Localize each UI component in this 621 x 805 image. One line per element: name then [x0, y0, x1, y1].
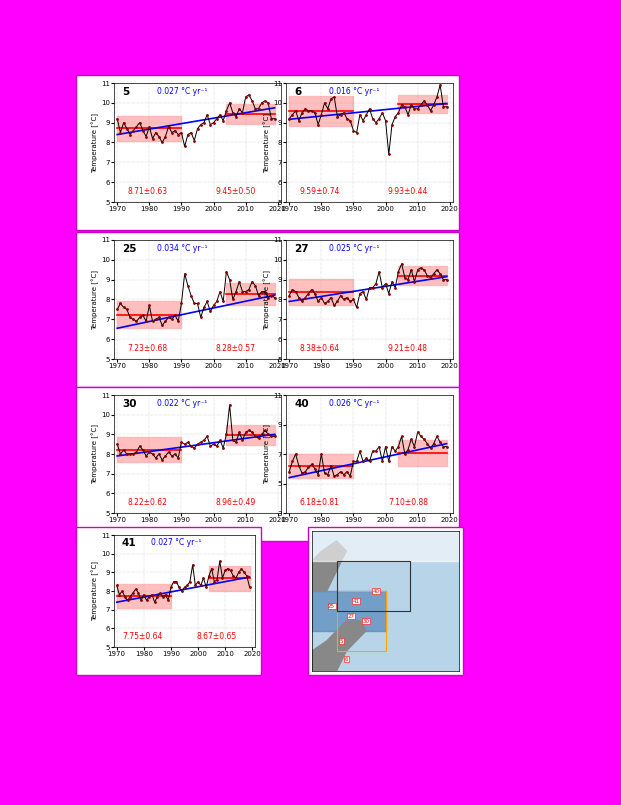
Y-axis label: Temperature [°C]: Temperature [°C] [92, 424, 99, 484]
Text: 7.75±0.64: 7.75±0.64 [122, 633, 162, 642]
Text: 0.027 °C yr⁻¹: 0.027 °C yr⁻¹ [157, 87, 208, 96]
Text: 0.025 °C yr⁻¹: 0.025 °C yr⁻¹ [329, 244, 380, 253]
Text: 0.027 °C yr⁻¹: 0.027 °C yr⁻¹ [151, 539, 201, 547]
Text: 9.59±0.74: 9.59±0.74 [299, 187, 340, 196]
Text: 40: 40 [294, 398, 309, 409]
Text: 8.96±0.49: 8.96±0.49 [215, 498, 256, 507]
Text: 6: 6 [294, 87, 302, 97]
Text: 30: 30 [363, 618, 369, 624]
Text: 8.28±0.57: 8.28±0.57 [216, 344, 256, 353]
Text: 9.21±0.48: 9.21±0.48 [388, 344, 428, 353]
Text: 27: 27 [294, 244, 309, 254]
Text: 6: 6 [345, 657, 348, 662]
Text: 9.93±0.44: 9.93±0.44 [388, 187, 428, 196]
Text: 8.38±0.64: 8.38±0.64 [299, 344, 340, 353]
Text: 40: 40 [372, 588, 379, 593]
Text: 41: 41 [121, 539, 135, 548]
Polygon shape [312, 591, 386, 631]
Y-axis label: Temperature [°C]: Temperature [°C] [264, 424, 271, 484]
Text: 41: 41 [353, 598, 360, 604]
Text: 8.22±0.62: 8.22±0.62 [127, 498, 167, 507]
Text: 8.67±0.65: 8.67±0.65 [197, 633, 237, 642]
Polygon shape [312, 531, 459, 561]
Text: 0.034 °C yr⁻¹: 0.034 °C yr⁻¹ [157, 244, 208, 253]
Y-axis label: Temperature [°C]: Temperature [°C] [264, 270, 271, 329]
Text: 7.10±0.88: 7.10±0.88 [388, 498, 428, 507]
Text: 5: 5 [340, 638, 343, 643]
Text: 7.23±0.68: 7.23±0.68 [127, 344, 168, 353]
Text: 30: 30 [122, 398, 137, 409]
Text: 27: 27 [348, 613, 355, 618]
Text: 9.45±0.50: 9.45±0.50 [215, 187, 256, 196]
Polygon shape [312, 541, 347, 591]
Y-axis label: Temperature [°C]: Temperature [°C] [92, 113, 99, 172]
Polygon shape [312, 621, 366, 671]
Text: 25: 25 [328, 604, 335, 609]
Text: 25: 25 [122, 244, 137, 254]
Y-axis label: Temperature [°C]: Temperature [°C] [92, 270, 99, 329]
Text: 8.71±0.63: 8.71±0.63 [127, 187, 168, 196]
Y-axis label: Temperature [°C]: Temperature [°C] [264, 113, 271, 172]
Y-axis label: Temperature [°C]: Temperature [°C] [92, 561, 99, 621]
Text: 0.026 °C yr⁻¹: 0.026 °C yr⁻¹ [329, 398, 380, 407]
Text: 0.016 °C yr⁻¹: 0.016 °C yr⁻¹ [329, 87, 380, 96]
Text: 0.022 °C yr⁻¹: 0.022 °C yr⁻¹ [157, 398, 207, 407]
Text: 5: 5 [122, 87, 130, 97]
Text: 6.18±0.81: 6.18±0.81 [299, 498, 339, 507]
